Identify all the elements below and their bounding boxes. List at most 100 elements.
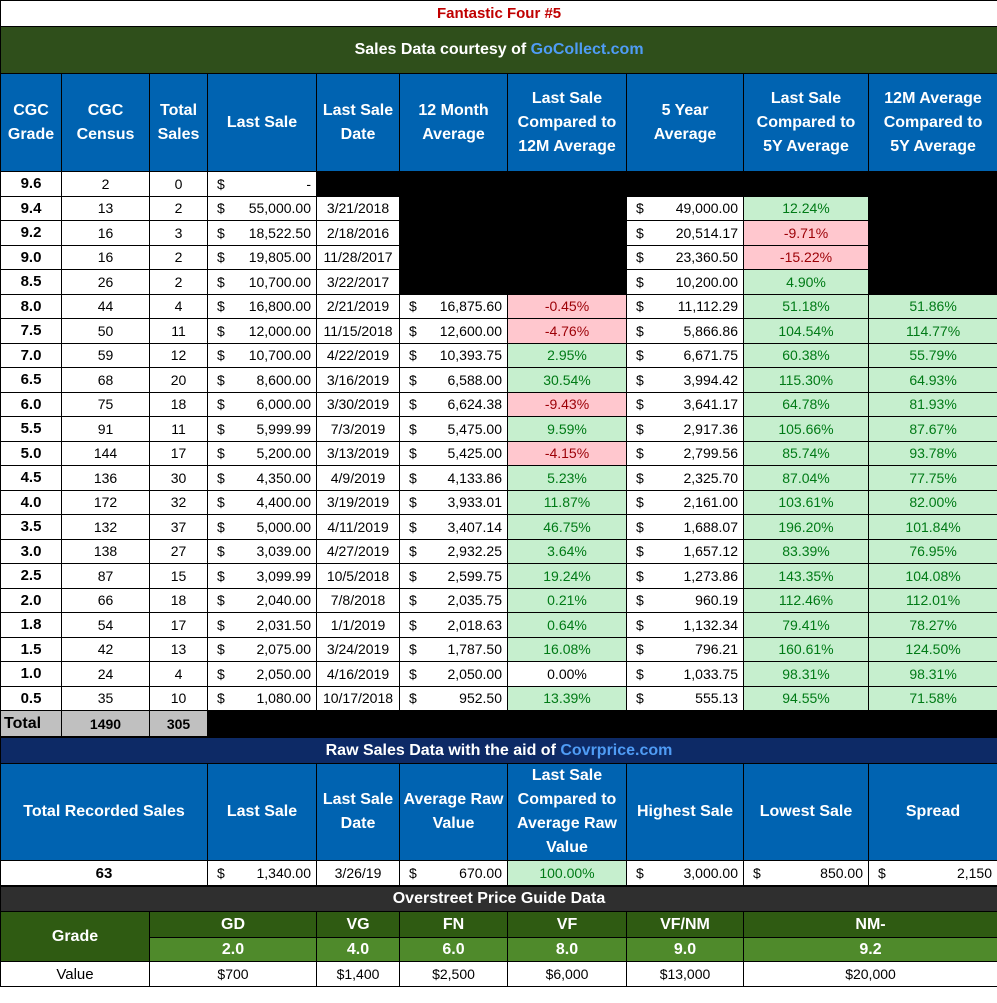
currency-symbol: $ xyxy=(409,641,417,658)
column-header: Last Sale Date xyxy=(316,73,400,172)
table-row: 7.0 59 12 $10,700.00 4/22/2019 $10,393.75 2.95… xyxy=(0,342,997,368)
compared-to-5y: 196.20% xyxy=(743,514,869,540)
compared-to-5y: 85.74% xyxy=(743,440,869,466)
cgc-grade: 9.4 xyxy=(0,195,62,221)
average-compared: 114.77% xyxy=(867,318,997,344)
total-sales-sum: 305 xyxy=(149,710,208,737)
currency-symbol: $ xyxy=(217,224,225,241)
twelve-month-average-value: 2,599.75 xyxy=(447,567,503,584)
five-year-average: $23,360.50 xyxy=(626,244,744,270)
twelve-month-average: $12,600.00 xyxy=(399,318,508,344)
currency-symbol: $ xyxy=(636,865,644,881)
overstreet-value: $1,400 xyxy=(316,961,400,987)
total-sales: 4 xyxy=(149,293,208,319)
raw-data-row: 63 $1,340.00 3/26/19 $670.00 100.00% $3,… xyxy=(0,860,997,886)
currency-symbol: $ xyxy=(217,641,225,658)
cgc-census: 24 xyxy=(61,661,150,687)
gocollect-link[interactable]: GoCollect.com xyxy=(530,41,644,58)
currency-symbol: $ xyxy=(636,616,644,633)
cgc-census: 136 xyxy=(61,465,150,491)
compared-to-5y: 143.35% xyxy=(743,563,869,589)
currency-symbol: $ xyxy=(636,322,644,339)
twelve-month-average-value: 2,035.75 xyxy=(447,592,503,609)
overstreet-title: Overstreet Price Guide Data xyxy=(0,886,997,912)
compared-to-12m xyxy=(507,220,627,246)
last-sale-date: 7/3/2019 xyxy=(316,416,400,442)
compared-to-5y: 4.90% xyxy=(743,269,869,295)
compared-to-12m: 0.64% xyxy=(507,612,627,638)
five-year-average-value: 2,161.00 xyxy=(683,494,739,511)
raw-column-header: Last Sale Compared to Average Raw Value xyxy=(507,763,627,861)
cgc-census: 42 xyxy=(61,636,150,662)
currency-symbol: $ xyxy=(409,690,417,707)
twelve-month-average-value: 2,050.00 xyxy=(447,665,503,682)
table-row: 9.2 16 3 $18,522.50 2/18/2016 $20,514.17 -9.71… xyxy=(0,220,997,246)
five-year-average-value: 796.21 xyxy=(695,641,738,658)
five-year-average: $49,000.00 xyxy=(626,195,744,221)
five-year-average-value: 5,866.86 xyxy=(683,322,739,339)
five-year-average-value: 1,688.07 xyxy=(683,518,739,535)
currency-symbol: $ xyxy=(636,592,644,609)
average-compared: 101.84% xyxy=(867,514,997,540)
compared-to-12m: 2.95% xyxy=(507,342,627,368)
five-year-average: $11,112.29 xyxy=(626,293,744,319)
average-compared xyxy=(867,244,997,270)
twelve-month-average-value: 10,393.75 xyxy=(439,347,502,364)
five-year-average-value: 1,132.34 xyxy=(683,616,739,633)
twelve-month-average: $10,393.75 xyxy=(399,342,508,368)
cgc-grade: 8.5 xyxy=(0,269,62,295)
total-sales: 2 xyxy=(149,269,208,295)
average-compared: 104.08% xyxy=(867,563,997,589)
sales-source-banner: Sales Data courtesy of GoCollect.com xyxy=(0,26,997,74)
twelve-month-average-value: 2,932.25 xyxy=(447,543,503,560)
overstreet-grade-number: 8.0 xyxy=(507,937,627,962)
currency-symbol: $ xyxy=(217,396,225,413)
currency-symbol: $ xyxy=(636,396,644,413)
last-sale: $3,099.99 xyxy=(207,563,317,589)
raw-average-value: $670.00 xyxy=(399,860,508,886)
five-year-average-value: 23,360.50 xyxy=(675,249,738,266)
last-sale-value: 55,000.00 xyxy=(248,200,311,217)
column-header: Last Sale Compared to 12M Average xyxy=(507,73,627,172)
twelve-month-average: $5,425.00 xyxy=(399,440,508,466)
currency-symbol: $ xyxy=(217,592,225,609)
compared-to-5y: 105.66% xyxy=(743,416,869,442)
twelve-month-average xyxy=(399,195,508,221)
last-sale: $6,000.00 xyxy=(207,391,317,417)
five-year-average: $3,994.42 xyxy=(626,367,744,393)
currency-symbol: $ xyxy=(217,298,225,315)
total-sales: 30 xyxy=(149,465,208,491)
average-compared: 64.93% xyxy=(867,367,997,393)
currency-symbol: $ xyxy=(409,543,417,560)
last-sale: $2,040.00 xyxy=(207,587,317,613)
total-sales: 20 xyxy=(149,367,208,393)
twelve-month-average: $6,624.38 xyxy=(399,391,508,417)
cgc-census: 54 xyxy=(61,612,150,638)
column-header: 12M Average Compared to 5Y Average xyxy=(867,73,997,172)
five-year-average: $1,657.12 xyxy=(626,538,744,564)
last-sale-value: 10,700.00 xyxy=(248,273,311,290)
currency-symbol: $ xyxy=(217,616,225,633)
average-compared: 77.75% xyxy=(867,465,997,491)
twelve-month-average: $2,035.75 xyxy=(399,587,508,613)
cgc-census: 44 xyxy=(61,293,150,319)
covrprice-link[interactable]: Covrprice.com xyxy=(560,741,673,759)
currency-symbol: $ xyxy=(409,518,417,535)
last-sale-value: 2,075.00 xyxy=(256,641,312,658)
twelve-month-average: $952.50 xyxy=(399,685,508,711)
cgc-census: 16 xyxy=(61,244,150,270)
last-sale: $10,700.00 xyxy=(207,342,317,368)
table-header-row: CGC Grade CGC Census Total Sales Last Sale L… xyxy=(0,73,997,172)
five-year-average-value: 20,514.17 xyxy=(675,224,738,241)
five-year-average: $796.21 xyxy=(626,636,744,662)
raw-last-sale-date: 3/26/19 xyxy=(316,860,400,886)
compared-to-12m: 11.87% xyxy=(507,489,627,515)
compared-to-5y: 83.39% xyxy=(743,538,869,564)
cgc-census: 35 xyxy=(61,685,150,711)
last-sale-date: 3/22/2017 xyxy=(316,269,400,295)
compared-to-12m: -4.15% xyxy=(507,440,627,466)
currency-symbol: $ xyxy=(217,371,225,388)
five-year-average: $1,033.75 xyxy=(626,661,744,687)
currency-symbol: $ xyxy=(636,347,644,364)
cgc-grade: 2.0 xyxy=(0,587,62,613)
